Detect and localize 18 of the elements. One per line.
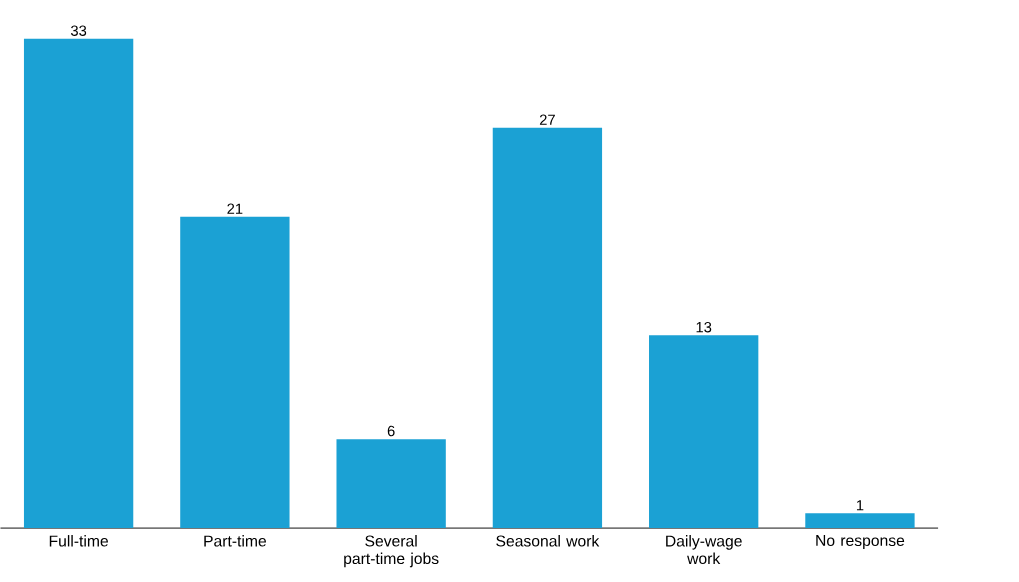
- x-tick-label: Several part-time jobs: [344, 535, 439, 568]
- data-label: 21: [227, 203, 243, 214]
- x-tick-label: No response: [816, 535, 905, 550]
- bar: [180, 216, 290, 529]
- x-tick-label: Seasonal work: [496, 535, 600, 547]
- bar: [336, 439, 446, 529]
- data-label: 1: [856, 500, 864, 511]
- data-label: 33: [70, 25, 87, 36]
- bar: [492, 127, 603, 529]
- x-tick-label: Full-time: [49, 535, 108, 547]
- bar: [23, 38, 134, 529]
- data-label: 13: [696, 322, 712, 333]
- bar: [805, 513, 915, 529]
- x-tick-label: Part-time: [204, 535, 267, 547]
- data-label: 27: [539, 114, 555, 125]
- data-label: 6: [387, 425, 395, 437]
- x-tick-label: Daily-wage work: [666, 535, 742, 565]
- bar: [649, 335, 759, 529]
